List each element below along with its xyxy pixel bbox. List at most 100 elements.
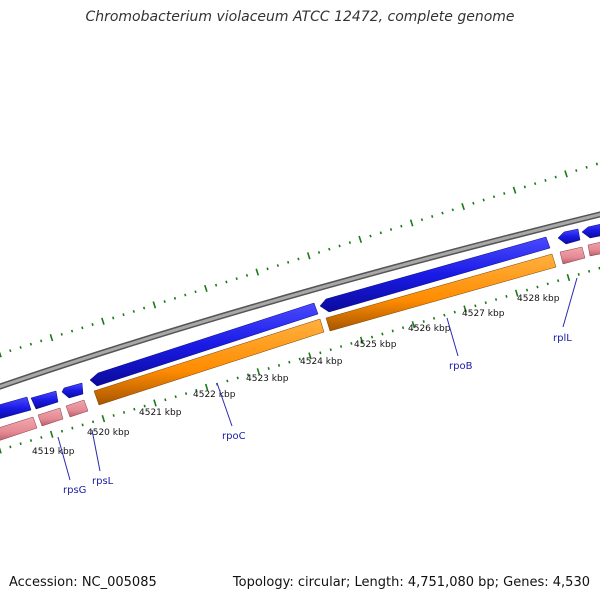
outer-tick (266, 267, 269, 271)
gene-label-rpoC: rpoC (222, 431, 246, 442)
tick-label-4519: 4519 kbp (32, 447, 75, 457)
outer-tick (523, 185, 526, 189)
leader-rpsL (91, 429, 101, 472)
outer-tick (358, 235, 363, 243)
inner-tick (236, 376, 239, 380)
inner-tick (514, 289, 519, 297)
outer-tick (369, 234, 372, 238)
outer-tick-track (0, 162, 599, 358)
inner-tick (381, 332, 384, 336)
outer-tick (544, 178, 547, 182)
outer-tick (214, 283, 218, 287)
inner-tick (308, 352, 312, 360)
rna-feature-5 (587, 242, 600, 257)
inner-tick (536, 285, 539, 289)
position-tick-labels: 4519 kbp 4520 kbp 4521 kbp 4522 kbp 4523… (32, 294, 560, 457)
inner-tick (133, 407, 136, 411)
outer-tick (451, 208, 454, 212)
outer-tick (81, 326, 84, 330)
inner-tick (267, 367, 270, 370)
inner-tick (153, 399, 157, 407)
outer-tick (276, 264, 279, 267)
gene-label-rpsG: rpsG (63, 485, 86, 496)
inner-tick (101, 415, 106, 423)
inner-tick (443, 313, 446, 317)
inner-tick (277, 363, 281, 367)
outer-tick (142, 306, 146, 310)
inner-tick (246, 373, 250, 377)
gene-label-rpoB: rpoB (449, 361, 473, 372)
outer-tick (554, 175, 557, 179)
rna-feature-4 (559, 246, 586, 265)
outer-tick (534, 182, 537, 186)
inner-tick (112, 414, 115, 417)
leader-rpoC (216, 382, 233, 427)
rna-feature-3 (65, 399, 89, 418)
cds-edge-forward (581, 224, 600, 239)
inner-tick (195, 388, 198, 392)
outer-tick (595, 162, 599, 166)
inner-tick (505, 294, 508, 298)
outer-tick (112, 316, 115, 320)
cds-rpoC-reverse (93, 318, 325, 406)
inner-tick (204, 383, 209, 391)
inner-tick (577, 272, 580, 276)
inner-tick (184, 392, 188, 396)
outer-tick (173, 296, 177, 300)
inner-tick (329, 348, 332, 352)
outer-tick (255, 268, 260, 276)
inner-tick (463, 305, 467, 313)
genome-summary-text: Topology: circular; Length: 4,751,080 bp… (232, 575, 590, 590)
inner-tick (525, 288, 529, 292)
outer-tick (132, 309, 135, 313)
outer-tick (585, 165, 588, 169)
outer-tick (194, 290, 197, 294)
tick-label-4520: 4520 kbp (87, 428, 130, 438)
inner-tick (370, 335, 374, 339)
inner-tick (350, 341, 353, 345)
genome-backbone-highlight (0, 212, 600, 389)
inner-tick (484, 301, 487, 305)
rna-feature-1 (0, 416, 38, 441)
inner-tick (453, 310, 456, 314)
outer-tick (409, 219, 414, 227)
cds-rpoC-forward (89, 302, 319, 387)
inner-tick (226, 379, 229, 383)
cds-rpoB-forward (319, 236, 551, 313)
inner-tick (29, 439, 33, 443)
tick-label-4526: 4526 kbp (408, 324, 451, 334)
accession-text: Accession: NC_005085 (9, 575, 157, 590)
tick-label-4525: 4525 kbp (354, 340, 397, 350)
inner-tick (411, 321, 416, 329)
outer-tick (60, 332, 63, 336)
gene-label-rpsL: rpsL (92, 476, 114, 487)
outer-tick (245, 273, 249, 277)
outer-tick (317, 251, 321, 254)
cds-rplL-forward (557, 228, 581, 245)
outer-tick (9, 349, 12, 353)
outer-tick (0, 351, 2, 358)
cds-small-forward (61, 382, 84, 399)
outer-tick (204, 284, 208, 293)
inner-tick (298, 357, 301, 361)
inner-tick (288, 360, 291, 364)
leader-rpsG (57, 436, 71, 481)
outer-tick (472, 201, 475, 205)
gene-labels: rpsG rpsL rpoC rpoB rplL (63, 333, 572, 496)
map-title: Chromobacterium violaceum ATCC 12472, co… (85, 9, 515, 25)
inner-tick (19, 442, 22, 446)
outer-tick (461, 202, 465, 211)
tick-label-4522: 4522 kbp (193, 390, 236, 400)
outer-tick (441, 211, 444, 215)
inner-tick (40, 436, 43, 439)
outer-tick (184, 293, 187, 297)
outer-tick (512, 186, 517, 194)
tick-label-4528: 4528 kbp (517, 294, 560, 304)
inner-tick (339, 345, 343, 348)
outer-tick (431, 214, 434, 218)
inner-tick (122, 410, 126, 414)
inner-tick (174, 395, 177, 399)
cds-rpsG-forward (0, 396, 32, 419)
gene-label-rplL: rplL (553, 333, 572, 344)
tick-label-4524: 4524 kbp (300, 357, 343, 367)
